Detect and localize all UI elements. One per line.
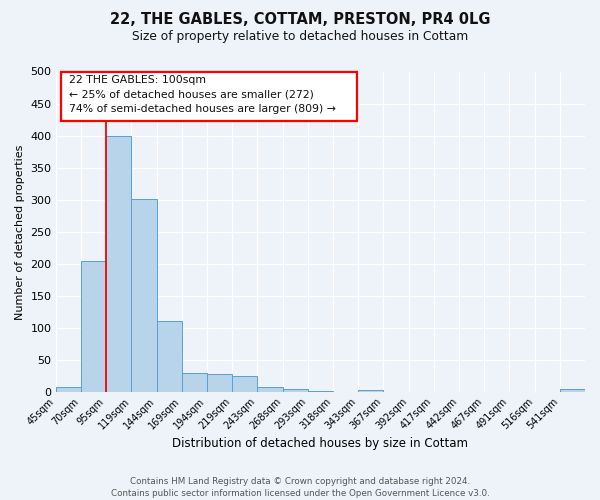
Text: 22 THE GABLES: 100sqm
← 25% of detached houses are smaller (272)
74% of semi-det: 22 THE GABLES: 100sqm ← 25% of detached … xyxy=(69,74,336,114)
Bar xyxy=(157,320,182,392)
X-axis label: Distribution of detached houses by size in Cottam: Distribution of detached houses by size … xyxy=(172,437,469,450)
Y-axis label: Number of detached properties: Number of detached properties xyxy=(15,144,25,320)
Bar xyxy=(358,390,383,392)
Bar xyxy=(56,388,81,392)
Bar xyxy=(207,374,232,392)
Text: Size of property relative to detached houses in Cottam: Size of property relative to detached ho… xyxy=(132,30,468,43)
FancyBboxPatch shape xyxy=(61,72,358,121)
Bar xyxy=(106,136,131,392)
Bar xyxy=(131,198,157,392)
Bar xyxy=(308,390,333,392)
Bar xyxy=(232,376,257,392)
Text: 22, THE GABLES, COTTAM, PRESTON, PR4 0LG: 22, THE GABLES, COTTAM, PRESTON, PR4 0LG xyxy=(110,12,490,28)
Bar xyxy=(560,389,585,392)
Bar xyxy=(257,388,283,392)
Text: Contains HM Land Registry data © Crown copyright and database right 2024.
Contai: Contains HM Land Registry data © Crown c… xyxy=(110,476,490,498)
Bar xyxy=(283,388,308,392)
Bar xyxy=(81,261,106,392)
Bar xyxy=(182,373,207,392)
